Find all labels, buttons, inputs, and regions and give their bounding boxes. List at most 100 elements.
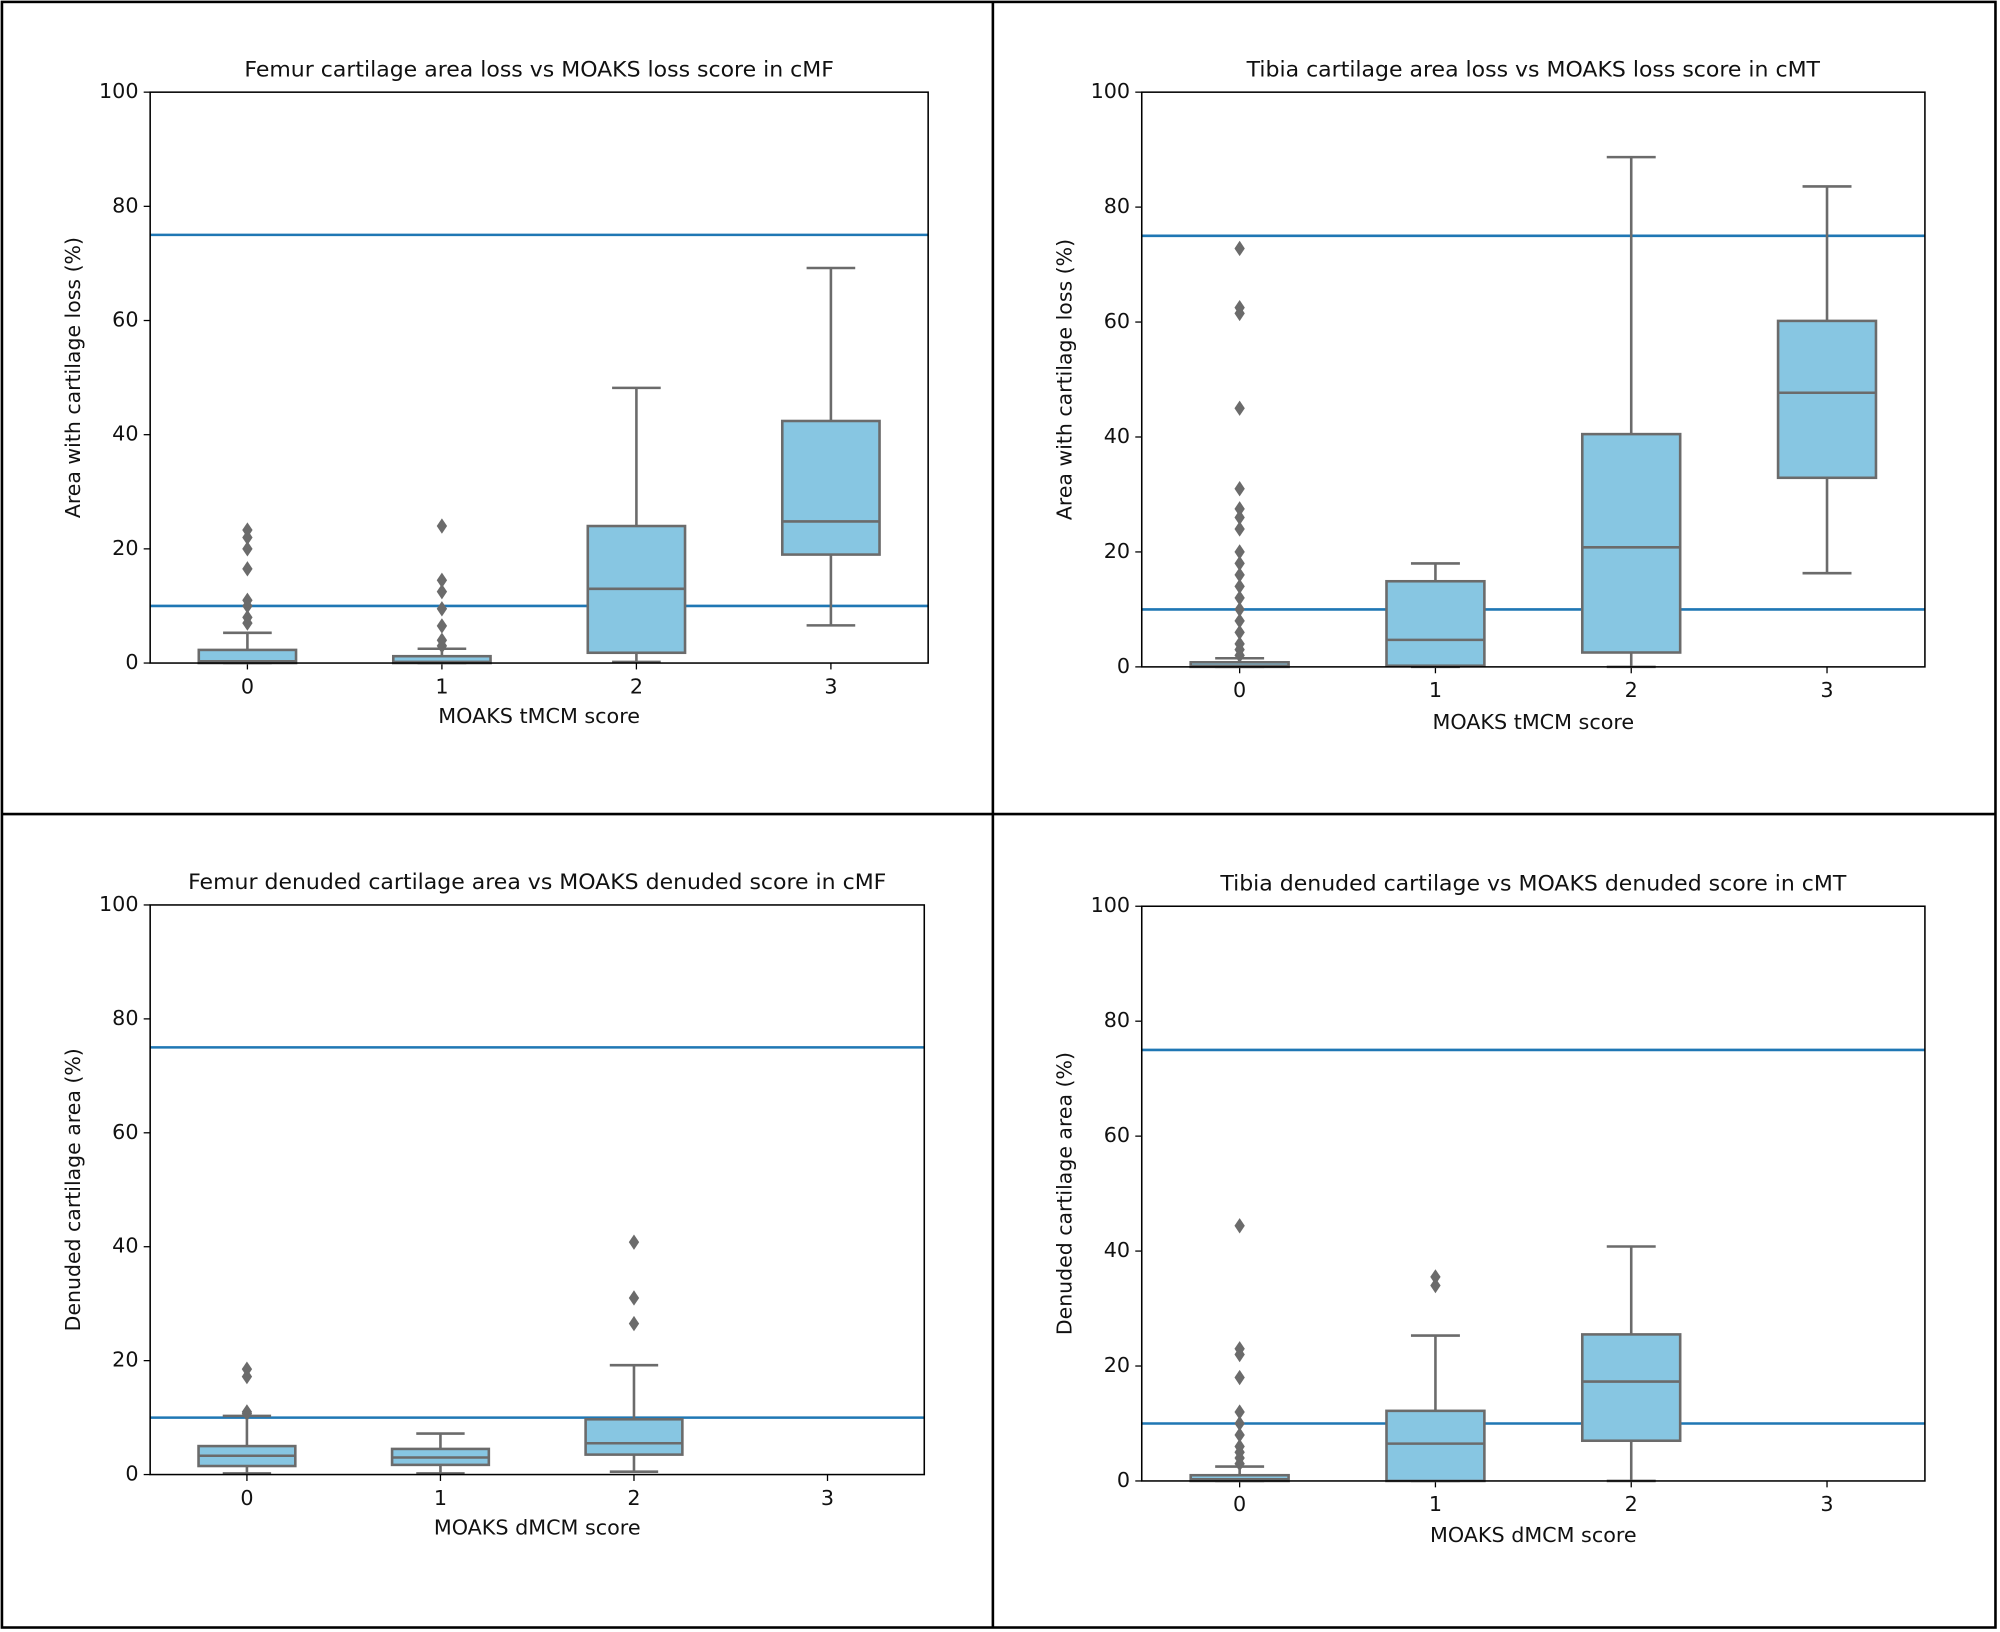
outlier bbox=[1234, 1415, 1245, 1432]
outlier bbox=[242, 561, 253, 577]
x-tick-label: 0 bbox=[241, 674, 254, 698]
y-tick-label: 40 bbox=[1104, 1238, 1130, 1262]
box bbox=[1776, 319, 1878, 480]
plot-frame bbox=[1140, 905, 1926, 1482]
outlier bbox=[242, 598, 253, 614]
outlier bbox=[1234, 1456, 1245, 1472]
outlier bbox=[242, 541, 253, 557]
outlier bbox=[1234, 567, 1245, 583]
x-tick-label: 0 bbox=[1233, 678, 1246, 702]
y-tick-label: 20 bbox=[112, 1348, 138, 1372]
x-tick-label: 1 bbox=[1429, 1492, 1442, 1516]
box bbox=[1580, 432, 1682, 654]
x-tick-label: 2 bbox=[630, 674, 643, 698]
x-tick-label: 3 bbox=[1820, 678, 1833, 702]
x-tick-label: 0 bbox=[1233, 1492, 1246, 1516]
x-axis-label: MOAKS tMCM score bbox=[438, 704, 640, 728]
y-tick-label: 20 bbox=[1104, 1353, 1130, 1377]
outlier bbox=[1234, 481, 1245, 497]
y-tick-label: 100 bbox=[1091, 893, 1131, 917]
chart-title: Femur cartilage area loss vs MOAKS loss … bbox=[244, 57, 834, 82]
outlier bbox=[436, 638, 448, 654]
y-tick-label: 60 bbox=[1104, 1123, 1130, 1147]
x-tick-label: 3 bbox=[1820, 1492, 1833, 1516]
y-tick-label: 0 bbox=[125, 1462, 138, 1486]
x-tick-label: 0 bbox=[240, 1486, 253, 1510]
x-tick-label: 3 bbox=[824, 674, 837, 698]
x-tick-label: 2 bbox=[627, 1486, 640, 1510]
plot-frame bbox=[149, 91, 929, 664]
outlier bbox=[1234, 1346, 1245, 1363]
x-tick-label: 2 bbox=[1625, 678, 1638, 702]
outlier bbox=[1234, 1218, 1245, 1234]
outlier bbox=[436, 601, 448, 617]
y-tick-label: 0 bbox=[1117, 654, 1130, 678]
x-tick-label: 1 bbox=[434, 1486, 447, 1510]
y-axis-label: Denuded cartilage area (%) bbox=[61, 1048, 85, 1331]
y-tick-label: 100 bbox=[1091, 79, 1131, 103]
chart-title: Femur denuded cartilage area vs MOAKS de… bbox=[188, 870, 886, 895]
outlier bbox=[628, 1315, 640, 1332]
chart-title: Tibia denuded cartilage vs MOAKS denuded… bbox=[1219, 872, 1847, 897]
box bbox=[1580, 1333, 1682, 1443]
outlier bbox=[436, 518, 448, 534]
outlier bbox=[1234, 305, 1245, 322]
y-tick-label: 40 bbox=[1104, 424, 1130, 448]
y-tick-label: 60 bbox=[112, 308, 138, 332]
y-tick-label: 60 bbox=[1104, 309, 1130, 333]
outlier bbox=[241, 1368, 253, 1385]
plot-frame bbox=[1140, 91, 1926, 668]
outlier bbox=[628, 1234, 640, 1250]
y-tick-label: 80 bbox=[1104, 194, 1130, 218]
outlier bbox=[1430, 1277, 1441, 1294]
outlier bbox=[1234, 501, 1245, 517]
outlier bbox=[628, 1290, 640, 1306]
outlier bbox=[1430, 1269, 1441, 1285]
x-tick-label: 3 bbox=[821, 1486, 834, 1510]
y-axis-label: Area with cartilage loss (%) bbox=[61, 237, 85, 518]
outlier bbox=[1234, 400, 1245, 416]
box bbox=[780, 419, 881, 556]
outlier bbox=[1234, 240, 1245, 257]
chart-title: Tibia cartilage area loss vs MOAKS loss … bbox=[1246, 57, 1821, 82]
box bbox=[584, 1418, 684, 1456]
outlier bbox=[436, 584, 448, 600]
y-tick-label: 100 bbox=[99, 79, 139, 103]
outlier bbox=[1234, 544, 1245, 560]
x-axis-label: MOAKS tMCM score bbox=[1432, 710, 1634, 734]
outlier bbox=[1234, 647, 1245, 664]
y-tick-label: 80 bbox=[112, 193, 138, 217]
x-axis-label: MOAKS dMCM score bbox=[434, 1515, 641, 1539]
y-tick-label: 0 bbox=[125, 650, 138, 674]
x-tick-label: 2 bbox=[1625, 1492, 1638, 1516]
outlier bbox=[242, 529, 253, 546]
y-tick-label: 60 bbox=[112, 1120, 138, 1144]
x-axis-label: MOAKS dMCM score bbox=[1430, 1523, 1637, 1547]
outlier bbox=[1234, 590, 1245, 606]
y-tick-label: 20 bbox=[1104, 539, 1130, 563]
outlier bbox=[241, 1405, 253, 1422]
outlier bbox=[1234, 1404, 1245, 1420]
y-tick-label: 0 bbox=[1117, 1468, 1130, 1492]
y-axis-label: Area with cartilage loss (%) bbox=[1052, 239, 1076, 520]
x-tick-label: 1 bbox=[1429, 678, 1442, 702]
outlier bbox=[1234, 578, 1245, 595]
box bbox=[1385, 579, 1486, 668]
y-tick-label: 40 bbox=[112, 422, 138, 446]
y-axis-label: Denuded cartilage area (%) bbox=[1052, 1052, 1076, 1335]
box bbox=[1385, 1409, 1486, 1483]
plot-frame bbox=[149, 904, 926, 1476]
y-tick-label: 100 bbox=[99, 892, 139, 916]
y-tick-label: 80 bbox=[112, 1006, 138, 1030]
outlier bbox=[1234, 1369, 1245, 1386]
y-tick-label: 80 bbox=[1104, 1008, 1130, 1032]
y-tick-label: 40 bbox=[112, 1234, 138, 1258]
x-tick-label: 1 bbox=[435, 674, 448, 698]
y-tick-label: 20 bbox=[112, 536, 138, 560]
outlier bbox=[1234, 521, 1245, 537]
outlier bbox=[242, 615, 253, 631]
outlier bbox=[1234, 555, 1245, 572]
outlier bbox=[436, 618, 448, 634]
